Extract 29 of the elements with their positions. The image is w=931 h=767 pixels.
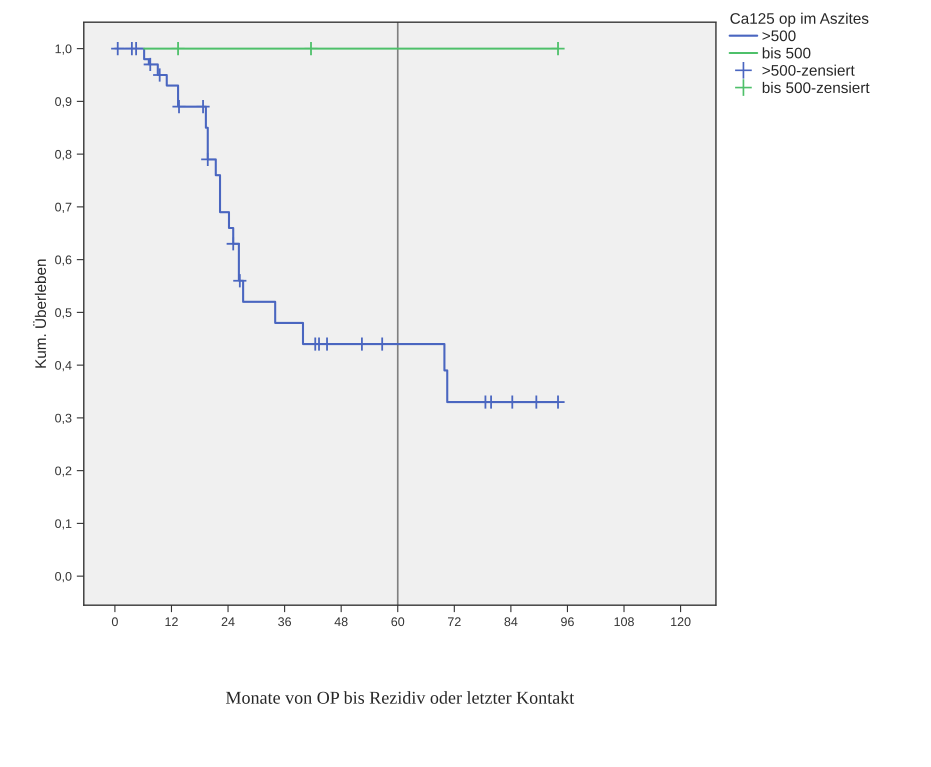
legend-label: >500 <box>762 30 796 42</box>
y-tick-label: 0,4 <box>55 360 72 372</box>
y-tick-label: 0,3 <box>55 414 72 424</box>
y-tick-label: 0,8 <box>55 150 72 160</box>
y-tick-label: 0,2 <box>55 466 72 477</box>
y-tick-label: 0,1 <box>55 519 72 530</box>
x-tick-label: 0 <box>112 617 118 626</box>
x-tick-label: 84 <box>504 617 518 626</box>
x-tick-label: 108 <box>614 617 634 626</box>
x-tick-label: 24 <box>222 617 235 626</box>
legend-label: bis 500-zensiert <box>762 82 870 94</box>
legend-label: >500-zensiert <box>762 64 855 76</box>
x-tick-label: 72 <box>448 617 461 626</box>
legend-title: Ca125 op im Aszites <box>730 12 868 27</box>
x-tick-label: 12 <box>165 617 178 626</box>
x-axis-title: Monate von OP bis Rezidiv oder letzter Kontakt <box>226 691 574 704</box>
y-tick-label: 0,6 <box>55 255 72 266</box>
x-tick-label: 60 <box>391 617 404 626</box>
y-tick-label: 1,0 <box>56 44 72 55</box>
legend-label: bis 500 <box>762 47 810 58</box>
y-tick-label: 0,9 <box>55 97 72 108</box>
y-axis-title: Kum. Überleben <box>33 259 46 368</box>
x-tick-label: 36 <box>278 617 292 626</box>
x-tick-label: 48 <box>334 617 348 626</box>
y-tick-label: 0,0 <box>55 572 72 582</box>
x-tick-label: 96 <box>561 617 574 626</box>
y-tick-label: 0,7 <box>55 202 72 214</box>
y-tick-label: 0,5 <box>55 308 72 319</box>
x-tick-label: 120 <box>671 617 691 626</box>
